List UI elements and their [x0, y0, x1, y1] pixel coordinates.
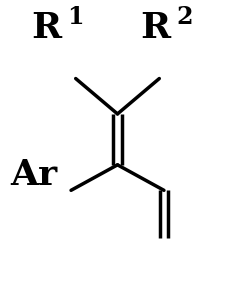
Text: Ar: Ar: [11, 158, 58, 192]
Text: R: R: [31, 11, 62, 45]
Text: 2: 2: [177, 5, 193, 29]
Text: 1: 1: [68, 5, 84, 29]
Text: R: R: [141, 11, 171, 45]
